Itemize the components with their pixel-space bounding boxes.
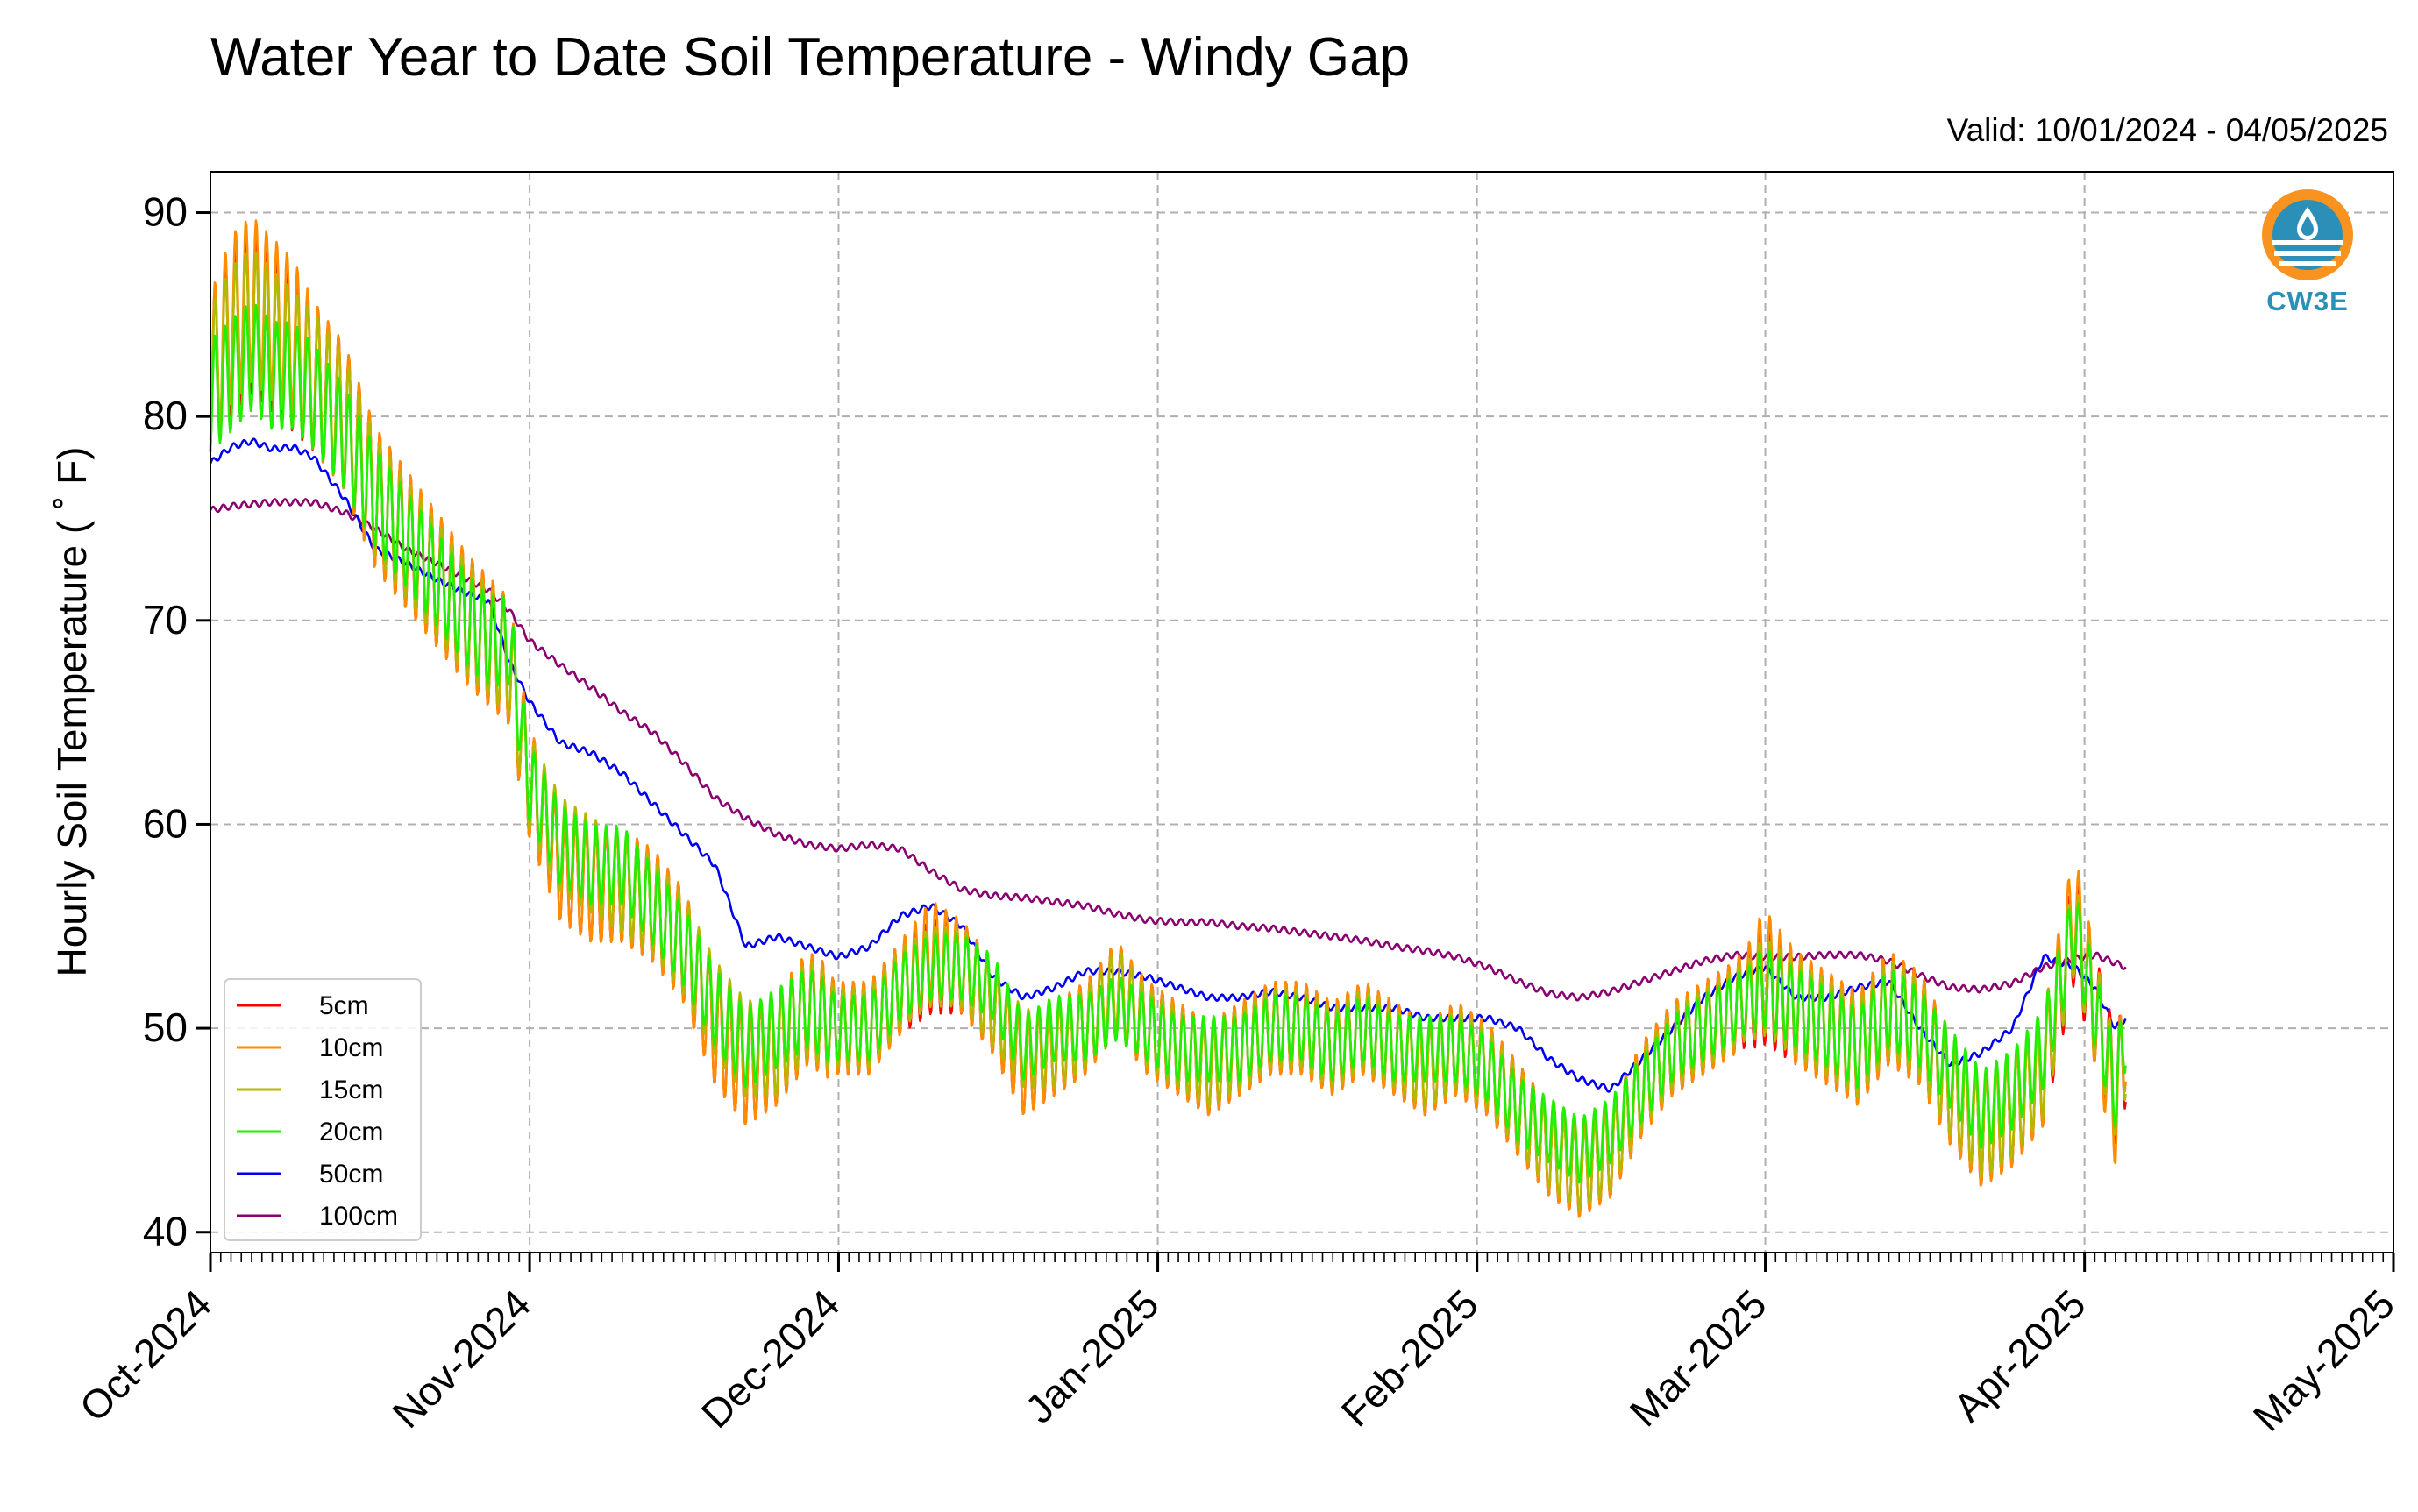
legend: 5cm 10cm 15cm 20cm 50cm 100cm: [224, 978, 422, 1241]
legend-label-100cm: 100cm: [319, 1202, 398, 1231]
x-tick-label: Nov-2024: [383, 1281, 539, 1437]
cw3e-logo: CW3E: [2253, 182, 2362, 323]
cw3e-logo-text: CW3E: [2266, 286, 2349, 316]
x-tick-label: Jan-2025: [1016, 1281, 1167, 1431]
y-tick-label: 40: [143, 1209, 188, 1254]
chart-title: Water Year to Date Soil Temperature - Wi…: [210, 27, 1411, 88]
legend-label-50cm: 50cm: [319, 1160, 383, 1189]
x-tick-label: May-2025: [2244, 1281, 2403, 1439]
y-tick-label: 50: [143, 1004, 188, 1050]
y-axis-label: Hourly Soil Temperature ( ˚ F): [49, 447, 95, 977]
plot-frame: [210, 171, 2394, 1253]
series-line-100cm: [209, 498, 2127, 1002]
cw3e-emblem-icon: [2262, 189, 2353, 280]
y-tick-label: 60: [143, 800, 188, 846]
x-tick-label: Oct-2024: [71, 1281, 221, 1430]
x-tick-label: Feb-2025: [1333, 1281, 1487, 1435]
y-tick-label: 70: [143, 597, 188, 642]
series-line-10cm: [209, 219, 2127, 1218]
x-tick-label: Dec-2024: [693, 1281, 849, 1437]
valid-date-range: Valid: 10/01/2024 - 04/05/2025: [1946, 112, 2388, 148]
legend-label-15cm: 15cm: [319, 1075, 383, 1104]
y-tick-label: 90: [143, 189, 188, 235]
x-tick-label: Apr-2025: [1945, 1281, 2094, 1430]
series-lines: [209, 219, 2127, 1218]
y-tick-label: 80: [143, 393, 188, 438]
legend-label-10cm: 10cm: [319, 1033, 383, 1062]
legend-label-20cm: 20cm: [319, 1118, 383, 1146]
x-tick-label: Mar-2025: [1621, 1281, 1775, 1435]
legend-label-5cm: 5cm: [319, 991, 369, 1020]
grid-lines: [210, 172, 2394, 1253]
series-line-20cm: [209, 303, 2127, 1184]
series-line-50cm: [209, 437, 2127, 1093]
series-line-15cm: [209, 251, 2127, 1211]
axis-ticks: [196, 211, 2395, 1272]
